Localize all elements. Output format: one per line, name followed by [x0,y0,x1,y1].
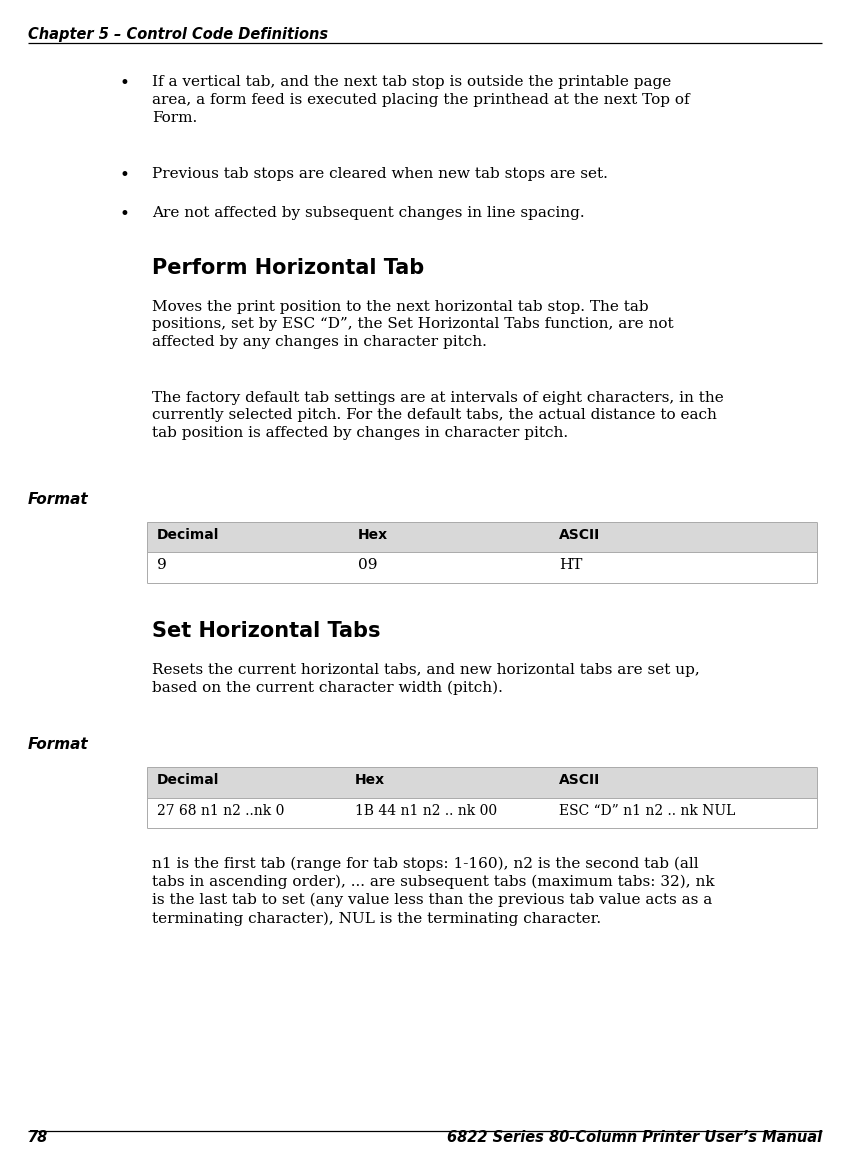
Text: The factory default tab settings are at intervals of eight characters, in the
cu: The factory default tab settings are at … [152,390,723,440]
Text: ASCII: ASCII [559,528,600,542]
Text: ESC “D” n1 n2 .. nk NUL: ESC “D” n1 n2 .. nk NUL [559,804,735,818]
Text: HT: HT [559,558,582,572]
Text: •: • [120,167,130,184]
Text: 9: 9 [157,558,166,572]
Text: Are not affected by subsequent changes in line spacing.: Are not affected by subsequent changes i… [152,206,585,220]
Text: Hex: Hex [358,528,388,542]
Text: 1B 44 n1 n2 .. nk 00: 1B 44 n1 n2 .. nk 00 [355,804,497,818]
Text: Previous tab stops are cleared when new tab stops are set.: Previous tab stops are cleared when new … [152,167,608,181]
Text: 78: 78 [28,1130,48,1145]
Text: Chapter 5 – Control Code Definitions: Chapter 5 – Control Code Definitions [28,27,328,42]
Text: Format: Format [28,492,88,507]
Text: Hex: Hex [355,774,385,788]
Text: Decimal: Decimal [157,528,219,542]
Text: Format: Format [28,737,88,753]
Text: 09: 09 [358,558,378,572]
Text: 6822 Series 80-Column Printer User’s Manual: 6822 Series 80-Column Printer User’s Man… [447,1130,822,1145]
Text: Perform Horizontal Tab: Perform Horizontal Tab [152,257,424,277]
Text: Resets the current horizontal tabs, and new horizontal tabs are set up,
based on: Resets the current horizontal tabs, and … [152,663,700,696]
Text: Decimal: Decimal [157,774,219,788]
Bar [147,798,817,828]
Bar [147,522,817,552]
Text: ASCII: ASCII [559,774,600,788]
Bar [147,552,817,582]
Text: •: • [120,75,130,92]
Text: •: • [120,206,130,224]
Bar [147,768,817,798]
Text: Moves the print position to the next horizontal tab stop. The tab
positions, set: Moves the print position to the next hor… [152,299,673,350]
Text: 27 68 n1 n2 ..nk 0: 27 68 n1 n2 ..nk 0 [157,804,284,818]
Text: Set Horizontal Tabs: Set Horizontal Tabs [152,621,380,641]
Text: n1 is the first tab (range for tab stops: 1-160), n2 is the second tab (all
tabs: n1 is the first tab (range for tab stops… [152,856,715,926]
Text: If a vertical tab, and the next tab stop is outside the printable page
area, a f: If a vertical tab, and the next tab stop… [152,75,689,125]
